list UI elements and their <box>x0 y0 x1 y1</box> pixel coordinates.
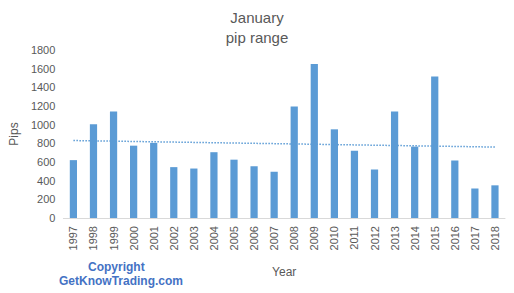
svg-text:pip range: pip range <box>226 29 289 46</box>
svg-text:2015: 2015 <box>429 226 441 250</box>
svg-text:800: 800 <box>37 137 55 149</box>
svg-text:600: 600 <box>37 156 55 168</box>
svg-text:2014: 2014 <box>409 226 421 250</box>
svg-text:2003: 2003 <box>188 226 200 250</box>
svg-text:2002: 2002 <box>168 226 180 250</box>
svg-text:2010: 2010 <box>328 226 340 250</box>
svg-text:2013: 2013 <box>389 226 401 250</box>
svg-text:0: 0 <box>49 212 55 224</box>
svg-text:Year: Year <box>272 265 296 279</box>
svg-text:Pips: Pips <box>7 122 21 145</box>
svg-text:2000: 2000 <box>128 226 140 250</box>
svg-text:200: 200 <box>37 193 55 205</box>
svg-text:1997: 1997 <box>67 226 79 250</box>
svg-text:2001: 2001 <box>148 226 160 250</box>
svg-text:2018: 2018 <box>489 226 501 250</box>
svg-text:1200: 1200 <box>31 100 55 112</box>
svg-text:2011: 2011 <box>348 226 360 250</box>
svg-text:GetKnowTrading.com: GetKnowTrading.com <box>59 274 183 288</box>
svg-text:1400: 1400 <box>31 81 55 93</box>
svg-text:Copyright: Copyright <box>88 260 145 274</box>
svg-text:1800: 1800 <box>31 44 55 56</box>
svg-text:1000: 1000 <box>31 119 55 131</box>
svg-text:2006: 2006 <box>248 226 260 250</box>
svg-text:2007: 2007 <box>268 226 280 250</box>
svg-text:2008: 2008 <box>288 226 300 250</box>
svg-text:2009: 2009 <box>308 226 320 250</box>
svg-text:1998: 1998 <box>87 226 99 250</box>
svg-text:January: January <box>230 9 284 26</box>
svg-text:2017: 2017 <box>469 226 481 250</box>
svg-text:2016: 2016 <box>449 226 461 250</box>
svg-text:1999: 1999 <box>108 226 120 250</box>
svg-text:2004: 2004 <box>208 226 220 250</box>
svg-text:1600: 1600 <box>31 63 55 75</box>
svg-text:2012: 2012 <box>369 226 381 250</box>
svg-text:400: 400 <box>37 175 55 187</box>
svg-text:2005: 2005 <box>228 226 240 250</box>
